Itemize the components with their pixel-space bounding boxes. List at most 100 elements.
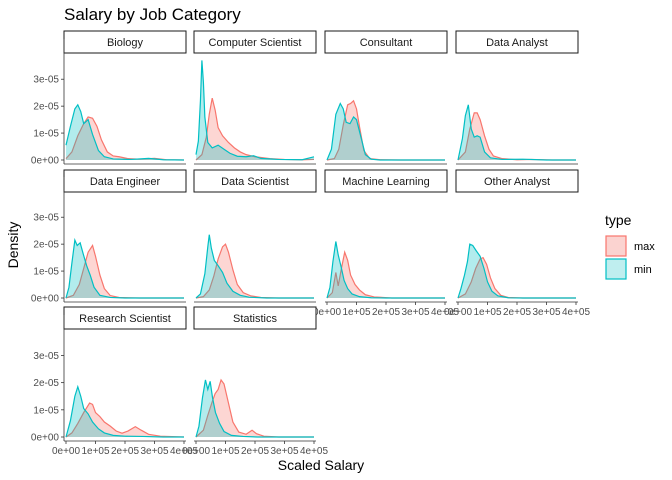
facet-strip-label: Data Engineer <box>90 176 161 188</box>
density-line-min <box>457 104 576 161</box>
facet-panels: Biology 0e+00 1e-05 2e-05 3e-05 Computer Scie… <box>31 30 591 457</box>
x-tick-label: 3e+05 <box>401 307 430 318</box>
density-line-min <box>326 241 445 299</box>
density-area-min <box>327 103 445 160</box>
facet-strip-label: Research Scientist <box>79 313 171 325</box>
x-tick-label: 2e+05 <box>372 307 401 318</box>
x-axis-title: Scaled Salary <box>278 457 364 473</box>
density-area-min <box>196 234 314 298</box>
facet-statistics: Statistics 0e+00 1e+05 2e+05 3e+05 4e+05 <box>182 306 329 457</box>
density-line-min <box>457 243 576 299</box>
density-line-min <box>195 60 315 161</box>
y-tick-label: 0e+00 <box>31 433 60 444</box>
density-area-max <box>66 403 184 437</box>
density-area-min <box>66 386 184 437</box>
y-tick-label: 2e-05 <box>33 240 59 251</box>
density-line-min <box>65 237 184 299</box>
density-area-min <box>66 240 184 298</box>
density-line-max <box>195 243 314 299</box>
y-tick-label: 3e-05 <box>33 75 59 86</box>
facet-strip-label: Biology <box>107 37 144 49</box>
density-line-min <box>195 234 314 299</box>
facet-computer-scientist: Computer Scientist <box>193 30 317 165</box>
density-line-min <box>65 103 185 161</box>
facet-strip-label: Statistics <box>233 313 278 325</box>
facet-data-analyst: Data Analyst <box>455 30 579 165</box>
facet-machine-learning: Machine Learning 0e+00 1e+05 2e+05 3e+05 4e+0… <box>313 169 460 318</box>
density-line-max <box>65 402 185 438</box>
legend-label: max <box>634 241 655 253</box>
density-area-max <box>66 116 184 160</box>
legend-key <box>605 235 627 257</box>
density-area-max <box>196 244 314 298</box>
x-tick-label: 0e+00 <box>313 307 342 318</box>
y-tick-label: 3e-05 <box>33 213 59 224</box>
facet-strip <box>193 169 317 193</box>
facet-biology: Biology 0e+00 1e-05 2e-05 3e-05 <box>31 30 187 167</box>
density-area-max <box>327 100 445 160</box>
facet-strip <box>324 30 448 54</box>
y-tick-label: 0e+00 <box>31 294 60 305</box>
density-area-min <box>196 60 314 160</box>
y-tick-label: 3e-05 <box>33 351 59 362</box>
facet-consultant: Consultant <box>324 30 448 165</box>
facet-data-engineer: Data Engineer 0e+00 1e-05 2e-05 3e-05 <box>31 169 187 305</box>
x-tick-label: 3e+05 <box>532 307 561 318</box>
density-area-min <box>458 244 576 298</box>
y-tick-label: 1e-05 <box>33 405 59 416</box>
legend: type max min <box>605 212 655 280</box>
density-area-min <box>327 241 445 298</box>
x-tick-label: 4e+05 <box>562 307 591 318</box>
density-area-min <box>66 104 184 160</box>
facet-strip <box>455 30 579 54</box>
density-area-min <box>196 379 314 437</box>
x-tick-label: 0e+00 <box>444 307 473 318</box>
y-tick-label: 2e-05 <box>33 102 59 113</box>
density-line-min <box>65 384 184 438</box>
facet-strip-label: Consultant <box>360 37 413 49</box>
x-tick-label: 3e+05 <box>140 446 169 457</box>
density-area-min <box>458 104 576 160</box>
facet-strip-label: Data Scientist <box>221 176 289 188</box>
x-tick-label: 4e+05 <box>300 446 329 457</box>
x-tick-label: 1e+05 <box>342 307 371 318</box>
facet-research-scientist: Research Scientist 0e+00 1e-05 2e-05 3e-05 0e… <box>31 306 199 457</box>
x-tick-label: 1e+05 <box>473 307 502 318</box>
chart-title: Salary by Job Category <box>64 5 241 24</box>
x-tick-label: 2e+05 <box>241 446 270 457</box>
facet-strip <box>455 169 579 193</box>
y-axis-title: Density <box>5 222 21 269</box>
legend-entry-max: max <box>605 235 655 257</box>
y-tick-label: 1e-05 <box>33 267 59 278</box>
x-tick-label: 2e+05 <box>503 307 532 318</box>
facet-strip <box>324 169 448 193</box>
x-tick-label: 4e+05 <box>431 307 460 318</box>
density-area-max <box>196 98 314 160</box>
x-tick-label: 1e+05 <box>81 446 110 457</box>
facet-data-scientist: Data Scientist <box>193 169 317 303</box>
facet-strip-label: Machine Learning <box>342 176 429 188</box>
x-tick-label: 0e+00 <box>182 446 211 457</box>
facet-strip-label: Other Analyst <box>484 176 550 188</box>
x-tick-label: 3e+05 <box>270 446 299 457</box>
density-area-max <box>458 112 576 160</box>
y-tick-label: 1e-05 <box>33 129 59 140</box>
legend-entry-min: min <box>605 258 652 280</box>
x-tick-label: 1e+05 <box>211 446 240 457</box>
density-line-min <box>195 379 314 438</box>
facet-strip <box>193 30 317 54</box>
facet-strip-label: Computer Scientist <box>209 37 302 49</box>
x-tick-label: 2e+05 <box>111 446 140 457</box>
density-line-max <box>195 378 314 438</box>
density-line-min <box>326 102 445 161</box>
x-tick-label: 4e+05 <box>170 446 199 457</box>
legend-key <box>605 258 627 280</box>
y-tick-label: 2e-05 <box>33 378 59 389</box>
facet-strip <box>193 306 317 330</box>
density-line-max <box>326 250 445 299</box>
density-area-max <box>196 379 314 437</box>
legend-title: type <box>605 212 632 228</box>
x-tick-label: 0e+00 <box>52 446 81 457</box>
legend-label: min <box>634 264 652 276</box>
